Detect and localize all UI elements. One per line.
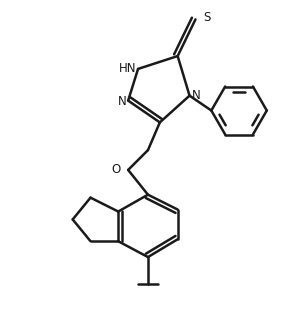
Text: HN: HN — [119, 62, 136, 75]
Text: S: S — [203, 11, 211, 24]
Text: N: N — [118, 95, 126, 108]
Text: O: O — [111, 163, 120, 176]
Text: N: N — [192, 89, 200, 102]
